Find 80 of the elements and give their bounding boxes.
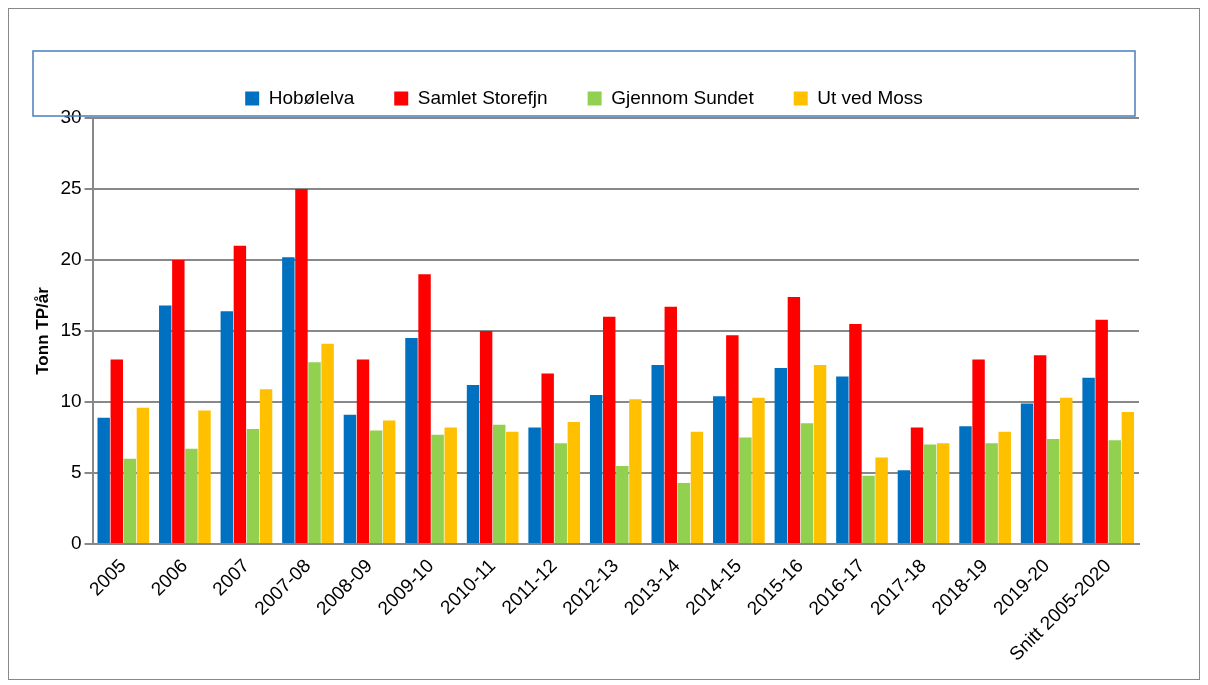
bar <box>664 306 677 544</box>
bar <box>554 443 567 544</box>
bar <box>897 470 911 544</box>
bar <box>1033 355 1047 544</box>
bar <box>616 465 629 544</box>
bar <box>220 311 234 544</box>
bar <box>677 482 691 544</box>
bar <box>603 316 616 544</box>
bar <box>836 376 849 544</box>
y-tick-label: 20 <box>60 248 82 270</box>
bar <box>1121 411 1135 544</box>
bar <box>875 457 888 544</box>
y-tick-label: 15 <box>60 319 82 341</box>
bar <box>726 335 739 544</box>
bar <box>528 427 541 544</box>
bar <box>813 365 827 544</box>
bar <box>800 423 814 544</box>
y-tick-label: 10 <box>60 390 82 412</box>
bar <box>159 305 172 544</box>
bar <box>321 343 334 544</box>
bar <box>936 443 950 544</box>
bar <box>343 414 357 544</box>
bar <box>849 323 862 544</box>
bar <box>246 428 260 544</box>
bar <box>259 389 273 544</box>
bar <box>479 331 493 544</box>
bar <box>972 359 985 544</box>
bar <box>110 359 123 544</box>
bar <box>282 257 295 544</box>
bar <box>356 359 370 544</box>
bar <box>959 426 972 544</box>
bar <box>136 407 150 544</box>
y-tick-label: 25 <box>60 177 82 199</box>
bar <box>172 260 185 544</box>
bar <box>541 373 554 544</box>
bar <box>923 444 937 544</box>
bar <box>1060 397 1073 544</box>
bar <box>1095 319 1108 544</box>
bar <box>1082 377 1095 544</box>
bar <box>567 421 581 544</box>
bar <box>910 427 924 544</box>
bar <box>418 274 431 544</box>
bar <box>1046 438 1060 544</box>
bar <box>752 397 765 544</box>
bar <box>123 458 137 544</box>
bar <box>198 410 211 544</box>
bar <box>492 424 506 544</box>
bar <box>506 431 519 544</box>
bar <box>295 189 308 544</box>
bar <box>466 384 480 544</box>
legend-label: Samlet Storefjn <box>417 86 548 108</box>
bar <box>690 431 704 544</box>
legend-label: Gjennom Sundet <box>611 86 755 108</box>
bar <box>998 431 1011 544</box>
bar <box>589 394 603 544</box>
bar <box>405 338 418 544</box>
y-axis-title: Tonn TP/år <box>32 286 52 375</box>
bar <box>787 296 801 544</box>
bar <box>985 443 998 544</box>
legend-label: Hobølelva <box>268 86 355 108</box>
bar <box>185 448 198 544</box>
bar <box>713 396 726 544</box>
bar <box>369 430 383 544</box>
y-tick-label: 30 <box>60 106 82 128</box>
bar <box>651 365 664 544</box>
bar <box>382 420 396 544</box>
legend-label: Ut ved Moss <box>817 86 923 108</box>
bar <box>1020 403 1034 544</box>
bar <box>233 245 247 544</box>
bar <box>444 427 457 544</box>
bar <box>739 437 752 544</box>
bar <box>431 434 444 544</box>
bar <box>1108 440 1121 544</box>
bar <box>862 475 875 544</box>
bar <box>308 362 321 544</box>
bar <box>97 417 110 544</box>
y-tick-label: 0 <box>70 532 82 554</box>
bar <box>629 399 642 544</box>
y-tick-label: 5 <box>70 461 82 483</box>
bar <box>774 367 788 544</box>
